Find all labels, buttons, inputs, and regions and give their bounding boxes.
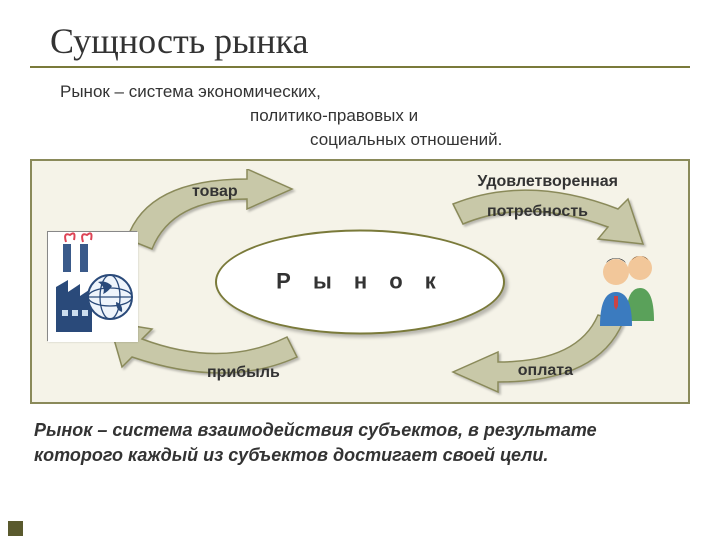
definition-line-2: политико-правовых и — [250, 104, 690, 128]
page-title: Сущность рынка — [50, 20, 690, 62]
people-icon — [588, 246, 668, 326]
center-label: Р ы н о к — [276, 269, 444, 295]
definition-line-1: Рынок – система экономических, — [60, 80, 690, 104]
label-payment: оплата — [518, 362, 573, 380]
center-node: Р ы н о к — [215, 229, 505, 334]
label-tovar: товар — [192, 183, 238, 201]
diagram-container: Р ы н о к товар Удовлетворенная потребно… — [30, 159, 690, 404]
slide: Сущность рынка Рынок – система экономиче… — [0, 0, 720, 540]
label-need-2: потребность — [487, 203, 588, 221]
definition-line-3: социальных отношений. — [310, 128, 690, 152]
factory-globe-icon — [47, 231, 137, 341]
label-need-1: Удовлетворенная — [477, 173, 618, 191]
label-profit: прибыль — [207, 364, 280, 382]
title-underline — [30, 66, 690, 68]
footer-definition: Рынок – система взаимодействия субъектов… — [30, 418, 690, 467]
corner-decoration — [8, 521, 23, 536]
